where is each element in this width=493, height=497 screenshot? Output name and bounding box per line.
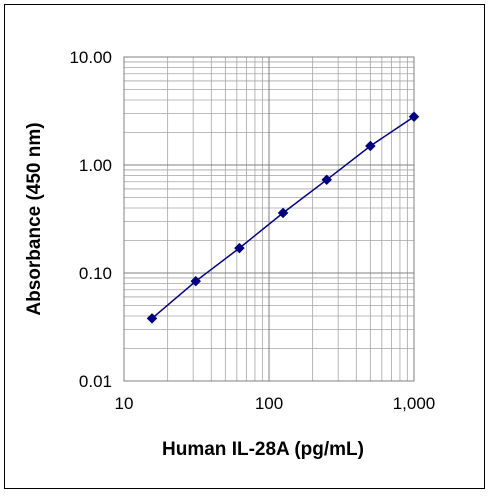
x-tick-label: 100 xyxy=(255,394,283,413)
data-point xyxy=(364,140,376,152)
y-tick-label: 0.10 xyxy=(79,264,112,283)
data-markers xyxy=(146,111,420,324)
y-axis-label: Absorbance (450 nm) xyxy=(24,122,45,315)
data-point xyxy=(277,207,289,219)
y-tick-labels: 10.00 1.00 0.10 0.01 xyxy=(69,48,112,391)
x-tick-labels: 10 100 1,000 xyxy=(115,394,436,413)
y-tick-label: 10.00 xyxy=(69,48,112,67)
data-point xyxy=(234,242,245,254)
plot-border xyxy=(123,56,415,382)
y-tick-label: 1.00 xyxy=(79,156,112,175)
x-axis-label: Human IL-28A (pg/mL) xyxy=(162,439,364,460)
y-tick-label: 0.01 xyxy=(79,372,112,391)
x-tick-label: 10 xyxy=(115,394,134,413)
data-point xyxy=(190,275,202,287)
data-point xyxy=(146,313,158,324)
data-point xyxy=(321,174,333,186)
data-point xyxy=(408,111,420,123)
x-tick-label: 1,000 xyxy=(393,394,436,413)
